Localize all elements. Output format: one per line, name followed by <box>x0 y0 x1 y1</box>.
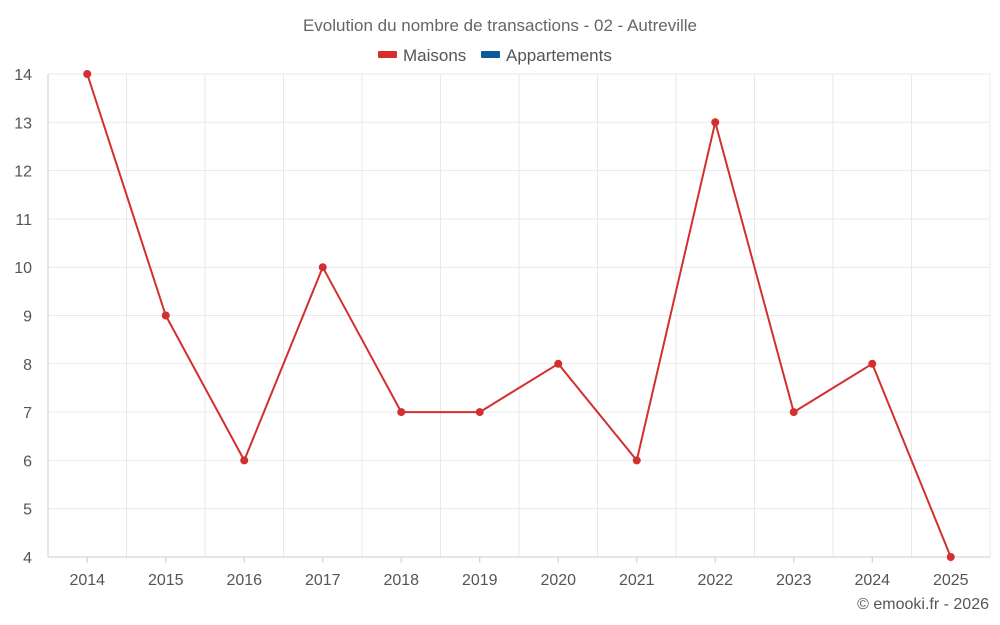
data-point-2023[interactable] <box>789 408 798 417</box>
x-tick-label: 2015 <box>148 572 184 589</box>
data-point-2024[interactable] <box>868 359 877 368</box>
x-tick-label: 2020 <box>540 572 576 589</box>
data-point-2025[interactable] <box>946 553 955 561</box>
data-point-2016[interactable] <box>240 456 249 465</box>
x-tick-label: 2019 <box>462 572 498 589</box>
series-line-maisons <box>86 73 952 558</box>
y-tick-label: 13 <box>14 115 32 132</box>
y-tick-label: 12 <box>14 164 32 181</box>
data-point-2020[interactable] <box>554 359 563 368</box>
data-point-2022[interactable] <box>711 118 720 127</box>
x-tick-label: 2016 <box>226 572 262 589</box>
x-axis: 2014 2015 2016 2017 2018 2019 2020 2021 2022 2023… <box>48 556 990 589</box>
x-tick-label: 2017 <box>305 572 341 589</box>
legend-swatch-appartements[interactable] <box>481 51 500 58</box>
x-tick-label: 2021 <box>619 572 655 589</box>
legend-label-appartements[interactable]: Appartements <box>506 46 612 65</box>
y-tick-label: 4 <box>23 550 32 567</box>
data-point-2018[interactable] <box>397 408 406 417</box>
y-tick-label: 6 <box>23 453 32 470</box>
data-point-2017[interactable] <box>318 263 327 272</box>
y-tick-label: 9 <box>23 309 32 326</box>
data-point-2021[interactable] <box>632 456 641 465</box>
x-tick-label: 2022 <box>697 572 733 589</box>
x-tick-label: 2018 <box>383 572 419 589</box>
credit-text: © emooki.fr - 2026 <box>857 596 989 613</box>
series-maisons <box>83 70 955 561</box>
gridlines <box>47 73 991 558</box>
legend: Maisons Appartements <box>378 46 612 65</box>
legend-label-maisons[interactable]: Maisons <box>403 46 466 65</box>
x-tick-label: 2024 <box>854 572 890 589</box>
y-tick-label: 8 <box>23 357 32 374</box>
y-tick-label: 7 <box>23 405 32 422</box>
x-tick-label: 2014 <box>69 572 105 589</box>
data-point-2019[interactable] <box>475 408 484 417</box>
y-tick-label: 5 <box>23 502 32 519</box>
y-tick-label: 14 <box>14 67 32 84</box>
legend-swatch-maisons[interactable] <box>378 51 397 58</box>
y-tick-label: 10 <box>14 260 32 277</box>
x-tick-label: 2023 <box>776 572 812 589</box>
data-point-2015[interactable] <box>161 311 170 320</box>
chart-title: Evolution du nombre de transactions - 02… <box>303 16 697 35</box>
data-point-2014[interactable] <box>83 70 92 78</box>
x-tick-label: 2025 <box>933 572 969 589</box>
y-tick-label: 11 <box>15 212 32 229</box>
y-axis: 4 5 6 7 8 9 10 11 12 13 14 <box>14 67 49 567</box>
